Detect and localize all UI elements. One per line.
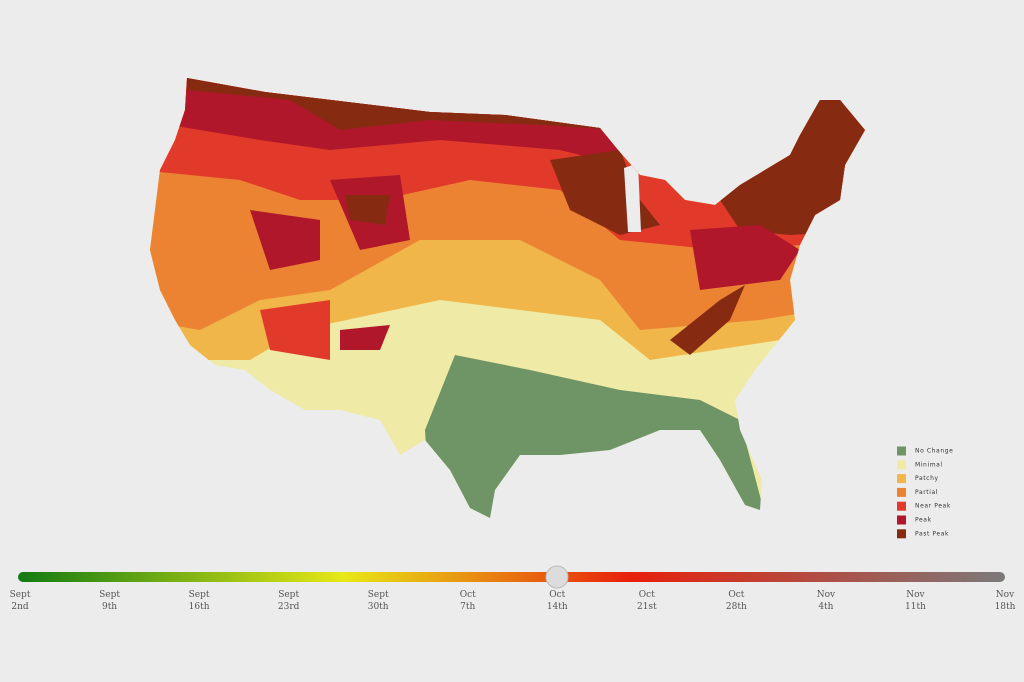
timeline-date[interactable]: Oct 28th: [726, 590, 747, 612]
legend-swatch: [897, 487, 906, 497]
timeline-day: 18th: [995, 602, 1016, 612]
legend-label: Peak: [915, 517, 932, 524]
legend-swatch: [897, 460, 906, 470]
timeline-day: 21st: [637, 602, 657, 612]
timeline-day: 14th: [547, 602, 568, 612]
timeline-day: 11th: [905, 602, 926, 612]
timeline-day: 28th: [726, 602, 747, 612]
timeline-track: [18, 572, 1005, 582]
timeline-month: Nov: [817, 590, 836, 600]
legend-label: Minimal: [915, 461, 943, 468]
legend-swatch: [897, 529, 906, 539]
timeline-day: 30th: [368, 602, 389, 612]
timeline-date[interactable]: Sept 9th: [99, 590, 120, 612]
legend-label: Partial: [915, 489, 938, 496]
timeline-date[interactable]: Sept 23rd: [278, 590, 300, 612]
legend-swatch: [897, 515, 906, 525]
legend-label: Near Peak: [915, 503, 951, 510]
timeline-day: 9th: [102, 602, 117, 612]
timeline-month: Sept: [278, 590, 299, 600]
us-map: [150, 78, 865, 518]
timeline-month: Oct: [549, 590, 565, 600]
timeline-month: Oct: [639, 590, 655, 600]
timeline-date[interactable]: Sept 30th: [368, 590, 389, 612]
timeline-day: 7th: [460, 602, 475, 612]
timeline-date[interactable]: Nov 11th: [905, 590, 926, 612]
timeline-day: 4th: [818, 602, 833, 612]
timeline-month: Oct: [460, 590, 476, 600]
legend-label: No Change: [915, 448, 953, 455]
timeline: Sept 2nd Sept 9th Sept 16th Sept 23rd Sept 30th Oc…: [10, 590, 1016, 612]
legend-label: Past Peak: [915, 530, 949, 537]
timeline-date[interactable]: Nov 4th: [817, 590, 836, 612]
legend-swatch: [897, 474, 906, 484]
legend-swatch: [897, 501, 906, 511]
timeline-day: 16th: [189, 602, 210, 612]
timeline-date[interactable]: Oct 7th: [460, 590, 476, 612]
timeline-handle[interactable]: [545, 565, 569, 589]
timeline-date[interactable]: Sept 2nd: [10, 590, 31, 612]
timeline-date[interactable]: Nov 18th: [995, 590, 1016, 612]
timeline-month: Sept: [10, 590, 31, 600]
legend-swatch: [897, 446, 906, 456]
timeline-date[interactable]: Sept 16th: [189, 590, 210, 612]
timeline-month: Nov: [996, 590, 1015, 600]
timeline-day: 23rd: [278, 602, 300, 612]
timeline-date[interactable]: Oct 21st: [637, 590, 657, 612]
legend: No Change Minimal Patchy Partial Near Peak Pe…: [897, 446, 953, 539]
timeline-month: Oct: [728, 590, 744, 600]
timeline-date[interactable]: Oct 14th: [547, 590, 568, 612]
timeline-month: Sept: [189, 590, 210, 600]
timeline-month: Nov: [906, 590, 925, 600]
timeline-month: Sept: [99, 590, 120, 600]
timeline-month: Sept: [368, 590, 389, 600]
timeline-day: 2nd: [11, 602, 29, 612]
legend-label: Patchy: [915, 475, 939, 482]
